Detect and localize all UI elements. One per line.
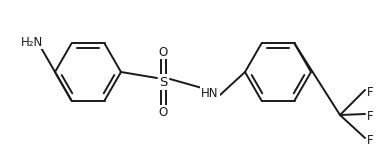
Text: F: F xyxy=(367,85,373,99)
Text: O: O xyxy=(158,105,168,119)
Text: F: F xyxy=(367,109,373,123)
Text: H₂N: H₂N xyxy=(21,36,43,48)
Text: HN: HN xyxy=(201,87,219,100)
Text: F: F xyxy=(367,133,373,147)
Text: O: O xyxy=(158,45,168,59)
Text: S: S xyxy=(159,76,167,88)
